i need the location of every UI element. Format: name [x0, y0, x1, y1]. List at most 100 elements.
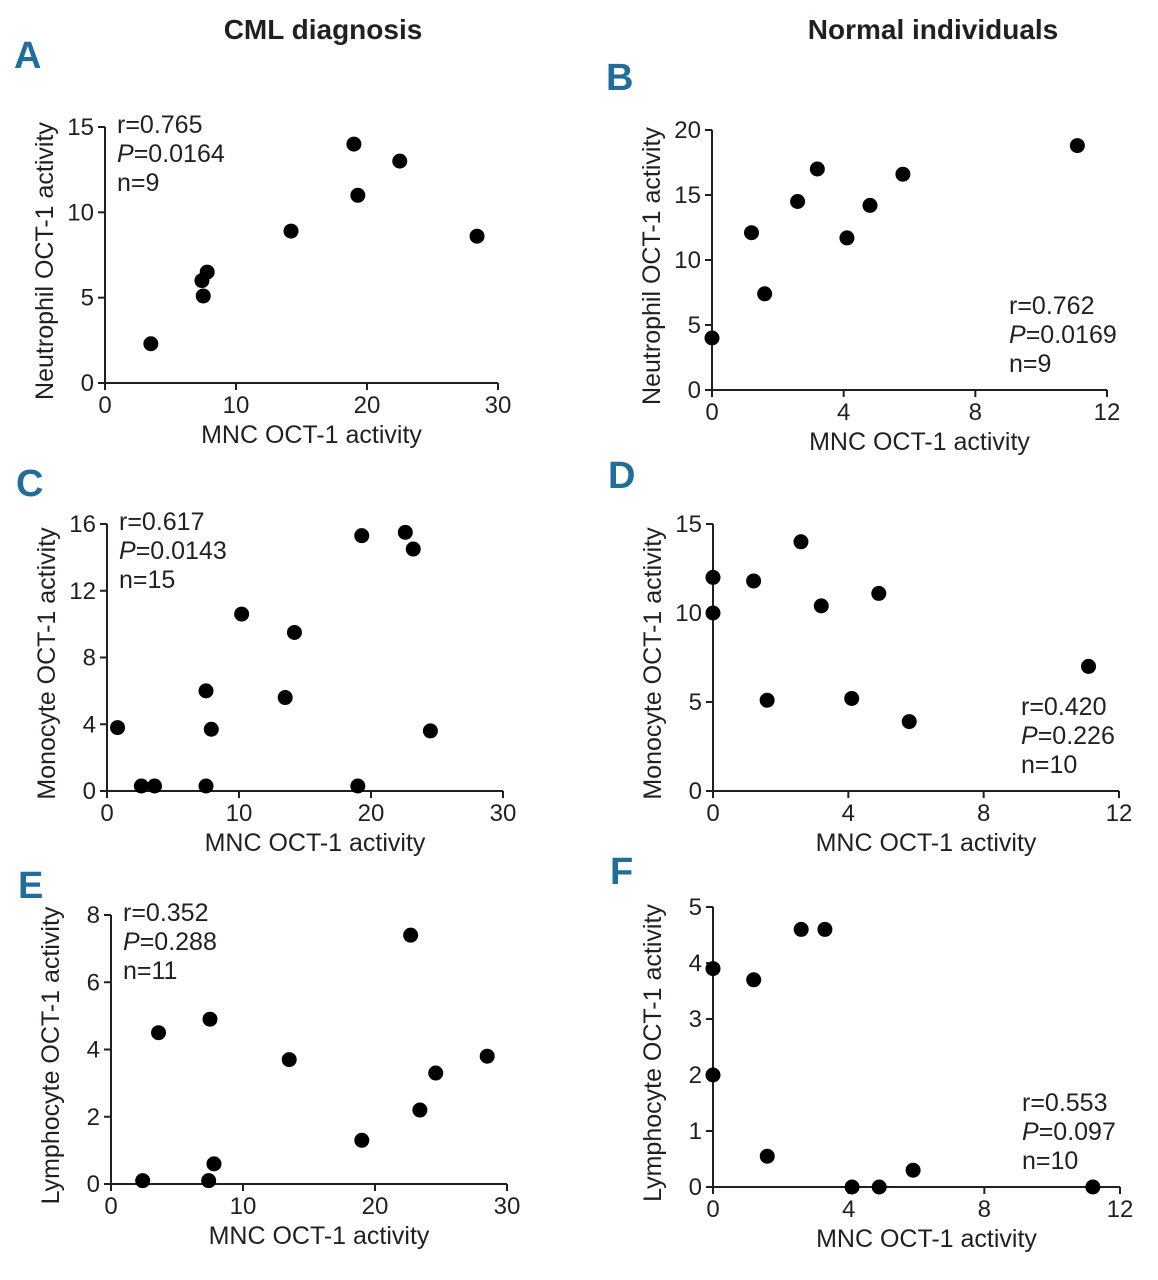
- y-tick-label: 4: [83, 711, 96, 738]
- data-point: [198, 778, 214, 794]
- data-point: [350, 778, 366, 794]
- x-tick-label: 4: [842, 1196, 855, 1223]
- data-point: [793, 921, 809, 937]
- y-tick-label: 0: [688, 377, 701, 404]
- x-tick-label: 8: [969, 399, 982, 426]
- stat-p: P=0.097: [1022, 1118, 1116, 1146]
- data-point: [705, 1067, 721, 1083]
- stat-r: r=0.762: [1009, 292, 1095, 320]
- stat-n: n=9: [1009, 350, 1051, 378]
- data-point: [871, 585, 887, 601]
- x-tick-label: 0: [104, 1193, 117, 1220]
- panel-label-f: F: [610, 851, 633, 893]
- x-axis-label: MNC OCT-1 activity: [816, 829, 1037, 857]
- data-point: [862, 197, 878, 213]
- y-tick-label: 15: [67, 114, 94, 141]
- data-point: [195, 288, 211, 304]
- data-point: [479, 1048, 495, 1064]
- data-point: [895, 166, 911, 182]
- y-tick-label: 12: [69, 578, 96, 605]
- data-point: [1069, 138, 1085, 154]
- data-point: [354, 1132, 370, 1148]
- x-tick-label: 0: [100, 800, 113, 827]
- y-tick-label: 6: [87, 969, 100, 996]
- stat-p: P=0.0164: [117, 140, 225, 168]
- data-point: [151, 1025, 167, 1041]
- data-point: [412, 1102, 428, 1118]
- panel-label-d: D: [608, 455, 635, 497]
- x-tick-label: 12: [1107, 1196, 1134, 1223]
- data-point: [793, 534, 809, 550]
- y-tick-label: 0: [81, 370, 94, 397]
- data-point: [350, 187, 366, 203]
- data-point: [704, 330, 720, 346]
- y-axis-label: Lymphocyte OCT-1 activity: [639, 904, 667, 1202]
- y-tick-label: 0: [689, 1174, 702, 1201]
- panel-d: D 0 4 8 12 0 5 10 15 MNC OCT-1 activity Monocyte O…: [608, 455, 1132, 857]
- y-tick-label: 4: [87, 1037, 100, 1064]
- data-point: [901, 714, 917, 730]
- data-point: [422, 723, 438, 739]
- x-tick-label: 10: [223, 392, 250, 419]
- y-tick-label: 5: [688, 312, 701, 339]
- y-axis-label: Neutrophil OCT-1 activity: [638, 127, 666, 405]
- data-point: [759, 692, 775, 708]
- y-axis-label: Neutrophil OCT-1 activity: [31, 122, 59, 400]
- x-tick-label: 10: [226, 800, 253, 827]
- y-tick-label: 5: [689, 689, 702, 716]
- x-tick-label: 20: [354, 392, 381, 419]
- data-point: [135, 1173, 151, 1189]
- y-tick-label: 10: [67, 199, 94, 226]
- panel-c: C 0 10 20 30 0 4 8 12 16 MNC OCT-1 activity Monocyt…: [16, 463, 516, 857]
- data-point: [871, 1179, 887, 1195]
- data-point: [133, 778, 149, 794]
- stat-n: n=11: [123, 957, 177, 985]
- stat-p: P=0.0143: [119, 537, 227, 565]
- y-tick-label: 15: [675, 511, 702, 538]
- panel-b: B 0 4 8 12 0 5 10 15 20 MNC OCT-1 activity Neutroph…: [606, 57, 1120, 456]
- x-tick-label: 8: [977, 800, 990, 827]
- y-tick-label: 2: [87, 1104, 100, 1131]
- data-point: [1085, 1179, 1101, 1195]
- panel-a: A 0 10 20 30 0 5 10 15 MNC OCT-1 activity Neutroph…: [14, 35, 511, 449]
- y-axis-label: Monocyte OCT-1 activity: [33, 527, 61, 800]
- data-point: [354, 528, 370, 544]
- panel-label-b: B: [606, 57, 633, 99]
- data-point: [746, 573, 762, 589]
- data-point: [110, 720, 126, 736]
- x-tick-label: 8: [978, 1196, 991, 1223]
- data-point: [199, 264, 215, 280]
- y-tick-label: 10: [674, 247, 701, 274]
- data-point: [817, 921, 833, 937]
- data-point: [844, 1179, 860, 1195]
- data-point: [428, 1065, 444, 1081]
- data-point: [277, 690, 293, 706]
- stat-n: n=9: [117, 169, 159, 197]
- x-tick-label: 10: [230, 1193, 257, 1220]
- x-axis-label: MNC OCT-1 activity: [809, 428, 1030, 456]
- stat-p: P=0.288: [123, 928, 217, 956]
- data-point: [1081, 658, 1097, 674]
- y-tick-label: 16: [69, 511, 96, 538]
- x-tick-label: 12: [1106, 800, 1133, 827]
- stat-r: r=0.617: [119, 508, 205, 536]
- stat-r: r=0.420: [1021, 693, 1107, 721]
- data-point: [746, 972, 762, 988]
- y-tick-label: 5: [689, 894, 702, 921]
- data-point: [203, 721, 219, 737]
- y-axis-label: Monocyte OCT-1 activity: [639, 527, 667, 800]
- x-tick-label: 0: [706, 1196, 719, 1223]
- y-tick-label: 0: [83, 778, 96, 805]
- x-axis-label: MNC OCT-1 activity: [816, 1225, 1037, 1253]
- data-point: [790, 194, 806, 209]
- x-tick-label: 12: [1094, 399, 1121, 426]
- stat-r: r=0.765: [117, 111, 203, 139]
- stat-n: n=10: [1022, 1147, 1078, 1175]
- data-point: [206, 1156, 222, 1172]
- x-axis-label: MNC OCT-1 activity: [205, 829, 426, 857]
- y-axis-label: Lymphocyte OCT-1 activity: [37, 906, 65, 1204]
